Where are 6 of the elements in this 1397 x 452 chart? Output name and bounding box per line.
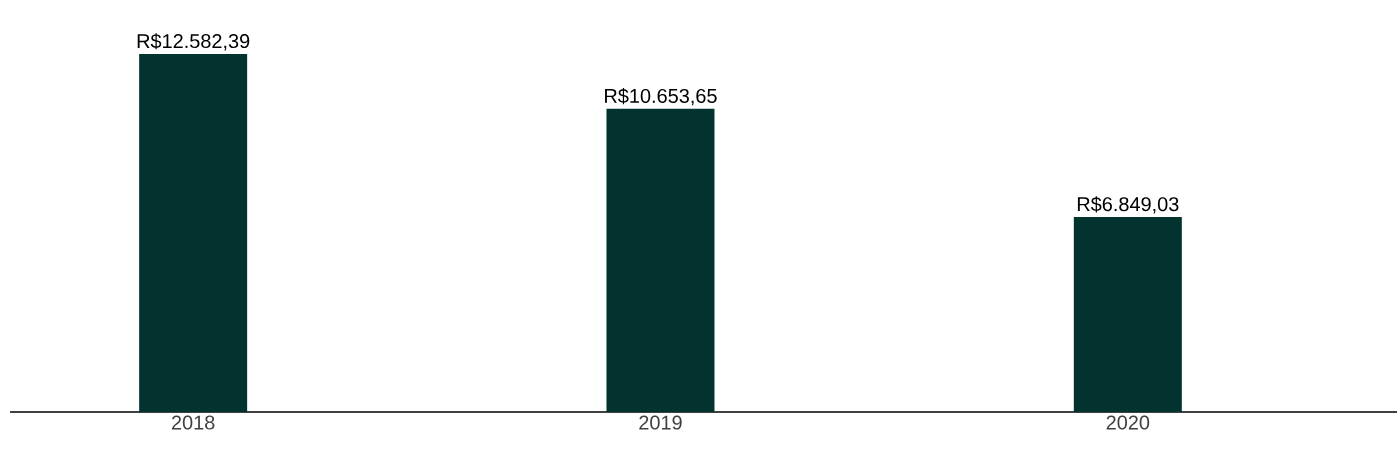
data-label: R$12.582,39 bbox=[137, 33, 250, 51]
x-tick-label: 2018 bbox=[171, 415, 215, 430]
x-tick-label: 2020 bbox=[1106, 415, 1150, 430]
data-label: R$10.653,65 bbox=[605, 88, 717, 106]
x-tick-label: 2019 bbox=[639, 415, 682, 430]
data-label: R$6.849,03 bbox=[1077, 196, 1179, 214]
